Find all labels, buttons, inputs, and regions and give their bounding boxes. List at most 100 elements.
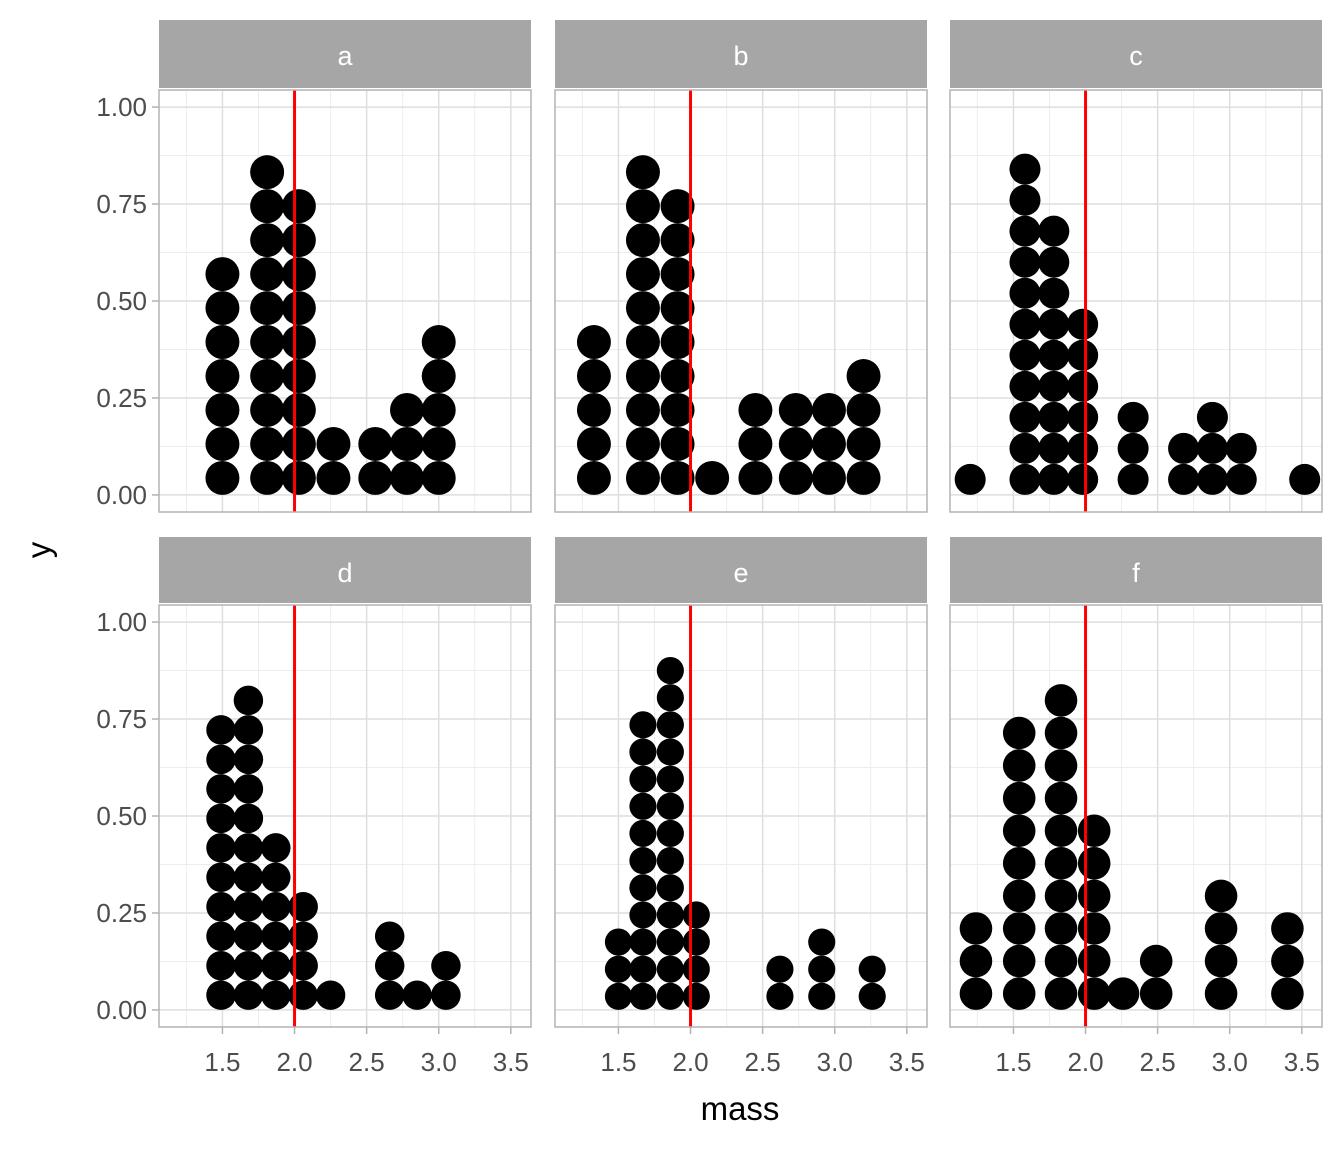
dot [1225,432,1257,464]
dot [1067,463,1099,495]
y-tick-label: 0.00 [96,995,147,1025]
dot [656,765,684,793]
dot [1044,749,1078,782]
dot [858,982,886,1010]
dot [1009,401,1041,433]
dot [629,928,657,956]
dot [250,155,285,190]
dot [660,426,695,461]
dot [1106,977,1140,1010]
panel-border [554,89,928,513]
dot [629,874,657,902]
dot [1044,944,1078,978]
dot [629,711,657,739]
dot [576,393,611,427]
dot [858,955,886,983]
dot [205,359,240,394]
dot [811,460,846,495]
dot [656,819,684,848]
dot [959,944,993,978]
dot [288,950,318,981]
dot [1289,463,1321,495]
dot [250,223,285,258]
dot [281,426,316,461]
dot [604,955,633,983]
y-tick-label: 0.75 [96,704,147,734]
dot [390,460,424,495]
dot [431,950,461,981]
y-axis-title: y [20,541,57,558]
dot [250,359,285,394]
dot [1002,716,1036,750]
dot [233,803,264,834]
dot [1038,463,1070,495]
dot [358,426,393,461]
dot [1077,879,1111,913]
dot [205,460,240,495]
dot [766,955,794,983]
dot [1139,944,1173,978]
dot [604,982,633,1010]
dot [738,426,773,461]
dot [1009,339,1041,371]
x-tick-label: 1.5 [204,1047,240,1077]
dot [206,921,236,951]
dot [358,460,393,495]
dot [629,765,657,793]
dot [1204,977,1238,1010]
dot [206,833,236,863]
dot [1077,912,1111,945]
dot [250,189,285,224]
dot [1002,847,1036,880]
dot [1067,432,1099,464]
dot [656,874,684,902]
dot [1038,432,1070,464]
dot [808,928,836,956]
dot [1044,716,1078,750]
dot [1002,749,1036,782]
dot [778,460,813,495]
dot [374,980,405,1010]
dot [421,393,456,427]
dot [233,715,264,745]
dot [660,189,695,224]
dot [846,393,881,427]
dot [281,359,316,394]
dot [778,393,813,427]
dot [656,684,684,712]
dot [233,921,264,951]
dot [281,223,316,258]
dot [1038,308,1070,340]
dot [1009,370,1041,402]
strip-label: d [337,558,352,588]
x-tick-label: 2.5 [1140,1047,1176,1077]
x-tick-label: 3.0 [1212,1047,1248,1077]
strip-f [950,537,1322,603]
dot [288,980,318,1010]
x-tick-label: 2.0 [1067,1047,1103,1077]
dot [250,393,285,427]
dot [1117,401,1149,433]
dot [206,950,236,981]
dot [1038,339,1070,371]
dot [811,426,846,461]
dot [660,325,695,360]
dot [205,291,240,326]
x-tick-label: 3.5 [889,1047,925,1077]
dot [629,982,657,1010]
dot [233,980,264,1010]
dot [660,393,695,427]
dot [402,980,432,1010]
dot [1044,879,1078,913]
dot [625,291,660,326]
dot [261,862,291,893]
strip-c [950,20,1322,88]
dot [1038,215,1070,247]
dot [695,460,730,495]
dot [656,847,684,875]
dot [629,955,657,983]
dot [1077,814,1111,848]
panel-border [949,89,1323,513]
x-tick-label: 2.5 [349,1047,385,1077]
x-axis-title: mass [701,1090,780,1127]
